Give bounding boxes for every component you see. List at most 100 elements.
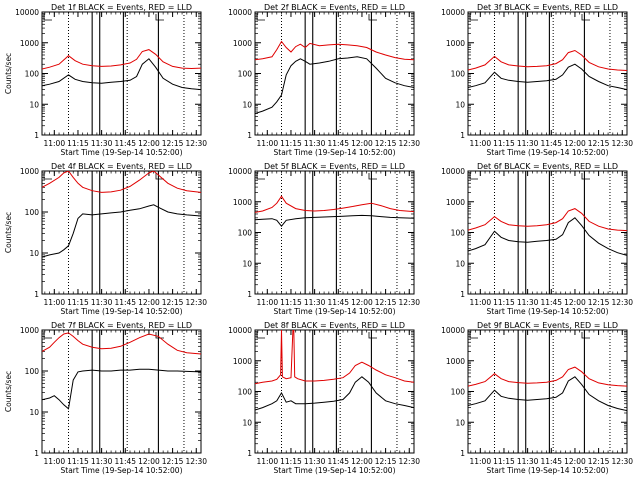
x-tick-label: 12:30 [611,298,633,307]
x-tick-label: 11:00 [469,139,491,148]
series-group [255,330,414,411]
y-tick-label: 10000 [441,326,465,335]
x-tick-label: 11:15 [493,298,515,307]
x-tick-label: 11:45 [540,298,562,307]
y-tick-label: 10 [29,100,39,109]
y-tick-label: 1000 [233,39,252,48]
events-series-line [468,217,627,256]
interval-bracket [469,14,478,21]
x-tick-label: 11:00 [469,298,491,307]
x-tick-label: 11:30 [304,298,326,307]
x-tick-label: 12:00 [351,298,373,307]
x-tick-label: 11:45 [114,457,136,466]
series-group [468,49,627,91]
x-tick-label: 11:00 [43,139,65,148]
x-tick-label: 12:00 [351,139,373,148]
x-tick-label: 11:45 [327,298,349,307]
events-series-line [42,368,201,410]
x-tick-label: 12:00 [564,298,586,307]
x-tick-label: 11:45 [540,457,562,466]
detector-panel: 1 10 100 1000 10000 11:00 11:15 11:30 11:45 12:00… [441,162,633,316]
y-tick-label: 100 [238,229,253,238]
y-tick-label: 10 [29,249,39,258]
x-tick-label: 12:15 [375,139,397,148]
interval-bracket [581,173,590,180]
x-tick-label: 11:45 [327,139,349,148]
interval-bracket [43,173,52,180]
interval-bracket [256,173,265,180]
panel-title: Det 1f BLACK = Events, RED = LLD [51,3,192,12]
x-tick-label: 12:15 [588,457,610,466]
events-series-line [42,204,201,258]
y-tick-label: 10 [455,418,465,427]
y-tick-label: 10 [242,259,252,268]
interval-bracket [155,14,164,21]
y-tick-label: 1 [34,131,39,140]
plot-frame [41,11,202,136]
x-tick-label: 12:00 [138,298,160,307]
y-tick-label: 1000 [233,198,252,207]
x-tick-label: 11:15 [280,139,302,148]
x-tick-label: 11:45 [114,139,136,148]
events-series-line [468,63,627,91]
x-axis-label: Start Time (19-Sep-14 10:52:00) [487,148,609,157]
y-tick-label: 1 [247,131,252,140]
y-tick-label: 100 [451,70,466,79]
detector-panel: 1 10 100 1000 10000 11:00 11:15 11:30 11:45 12:00… [228,3,420,157]
detector-panel: 1 10 100 1000 11:00 11:15 11:30 11:45 12:00 12:15… [4,321,207,475]
interval-bracket [43,14,52,21]
panel-title: Det 5f BLACK = Events, RED = LLD [264,162,405,171]
x-tick-label: 11:30 [91,298,113,307]
x-axis-label: Start Time (19-Sep-14 10:52:00) [274,148,396,157]
x-tick-label: 11:30 [517,139,539,148]
y-tick-label: 1 [247,290,252,299]
x-tick-label: 12:15 [162,139,184,148]
x-tick-label: 12:30 [611,139,633,148]
x-tick-label: 11:00 [256,139,278,148]
x-tick-label: 12:00 [138,457,160,466]
x-tick-label: 11:00 [43,298,65,307]
y-tick-label: 10 [455,259,465,268]
y-tick-label: 1 [460,131,465,140]
x-tick-label: 12:15 [375,457,397,466]
y-tick-label: 100 [451,229,466,238]
y-tick-label: 100 [238,70,253,79]
x-tick-label: 11:30 [91,139,113,148]
panel-title: Det 2f BLACK = Events, RED = LLD [264,3,405,12]
x-tick-label: 12:00 [351,457,373,466]
plot-frame [254,329,415,454]
detector-panel: 1 10 100 1000 10000 11:00 11:15 11:30 11:45 12:00… [441,321,633,475]
series-group [468,208,627,256]
x-tick-label: 11:15 [67,457,89,466]
x-tick-label: 12:00 [138,139,160,148]
series-group [468,366,627,412]
x-tick-label: 11:15 [493,457,515,466]
detector-panel: 1 10 100 1000 10000 11:00 11:15 11:30 11:45 12:00… [4,3,207,157]
x-tick-label: 12:30 [398,139,420,148]
events-series-line [255,214,414,228]
panel-title: Det 4f BLACK = Events, RED = LLD [51,162,192,171]
panel-title: Det 7f BLACK = Events, RED = LLD [51,321,192,330]
y-tick-label: 1 [460,290,465,299]
events-series-line [255,56,414,114]
interval-bracket [581,332,590,339]
y-tick-label: 100 [238,388,253,397]
series-group [42,171,201,258]
y-tick-label: 1 [34,449,39,458]
x-tick-label: 12:30 [398,298,420,307]
y-tick-label: 10000 [441,8,465,17]
y-tick-label: 1000 [233,357,252,366]
interval-bracket [469,173,478,180]
y-tick-label: 1 [247,449,252,458]
panel-title: Det 9f BLACK = Events, RED = LLD [477,321,618,330]
x-tick-label: 12:30 [611,457,633,466]
plot-frame [254,11,415,136]
x-tick-label: 11:00 [256,298,278,307]
x-tick-label: 12:00 [564,457,586,466]
y-tick-label: 1 [460,449,465,458]
y-axis-label: Counts/sec [4,371,13,412]
panel-title: Det 6f BLACK = Events, RED = LLD [477,162,618,171]
x-tick-label: 11:15 [280,457,302,466]
x-axis-label: Start Time (19-Sep-14 10:52:00) [274,466,396,475]
lld-series-line [42,49,201,70]
